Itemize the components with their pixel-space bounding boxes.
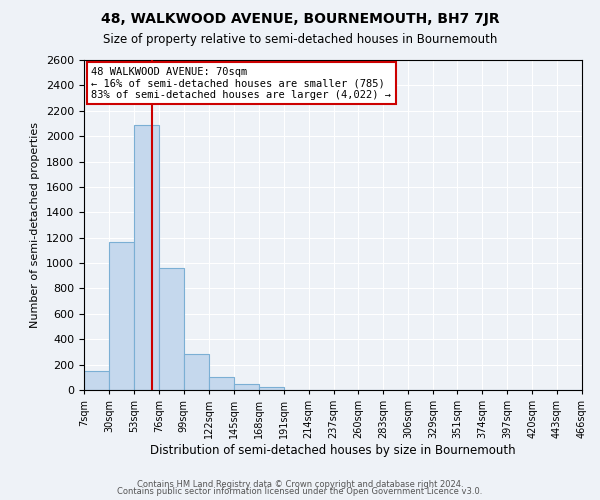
Bar — [184, 354, 209, 390]
Bar — [259, 388, 284, 390]
Bar — [234, 384, 259, 390]
Text: Contains public sector information licensed under the Open Government Licence v3: Contains public sector information licen… — [118, 487, 482, 496]
Text: Size of property relative to semi-detached houses in Bournemouth: Size of property relative to semi-detach… — [103, 32, 497, 46]
Text: Contains HM Land Registry data © Crown copyright and database right 2024.: Contains HM Land Registry data © Crown c… — [137, 480, 463, 489]
X-axis label: Distribution of semi-detached houses by size in Bournemouth: Distribution of semi-detached houses by … — [150, 444, 516, 457]
Bar — [109, 242, 134, 390]
Text: 48, WALKWOOD AVENUE, BOURNEMOUTH, BH7 7JR: 48, WALKWOOD AVENUE, BOURNEMOUTH, BH7 7J… — [101, 12, 499, 26]
Text: 48 WALKWOOD AVENUE: 70sqm
← 16% of semi-detached houses are smaller (785)
83% of: 48 WALKWOOD AVENUE: 70sqm ← 16% of semi-… — [91, 66, 391, 100]
Bar — [134, 124, 159, 390]
Bar — [159, 268, 184, 390]
Bar — [209, 378, 234, 390]
Y-axis label: Number of semi-detached properties: Number of semi-detached properties — [31, 122, 40, 328]
Bar — [84, 371, 109, 390]
